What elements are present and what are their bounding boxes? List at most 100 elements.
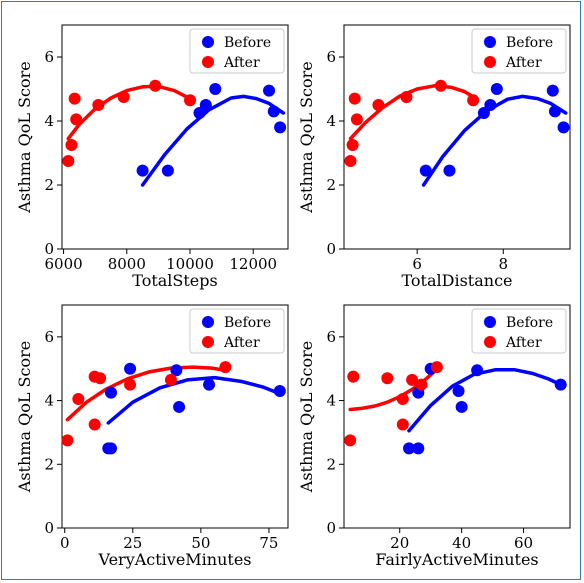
y-tick-label: 2 (44, 455, 54, 473)
data-point-after (430, 361, 443, 374)
data-point-before (161, 164, 174, 177)
data-point-before (443, 164, 456, 177)
y-tick-label: 2 (326, 455, 336, 473)
x-axis-label: FairlyActiveMinutes (375, 550, 538, 569)
x-tick-label: 12000 (229, 255, 277, 273)
data-point-before (455, 400, 468, 413)
x-tick-label: 75 (259, 534, 278, 552)
plot-area (343, 24, 571, 250)
y-axis-label: Asthma QoL Score (15, 61, 34, 213)
data-point-after (467, 94, 480, 107)
legend-label-before: Before (224, 315, 271, 331)
data-point-after (72, 392, 85, 405)
data-point-before (199, 99, 212, 111)
x-axis-label: TotalSteps (132, 271, 217, 290)
legend-marker-before (202, 36, 214, 48)
data-point-after (381, 372, 394, 385)
data-point-before (105, 442, 118, 455)
chart-panel-3: 0 2 4 6 0 25 50 75 VeryActiveMinutes Asthma QoL S… (15, 304, 289, 569)
data-point-before (403, 442, 416, 455)
data-point-after (88, 418, 101, 431)
data-point-before (274, 121, 287, 134)
x-tick-label: 6000 (44, 255, 82, 273)
legend-label-before: Before (506, 315, 553, 331)
legend-label-before: Before (506, 35, 553, 51)
y-tick-label: 6 (44, 48, 54, 66)
legend-marker-after (484, 336, 496, 348)
y-axis-label: Asthma QoL Score (297, 61, 316, 213)
plot-area (343, 304, 571, 529)
data-point-after (62, 155, 75, 167)
legend-label-after: After (505, 55, 542, 71)
data-point-before (477, 107, 490, 119)
data-point-before (203, 378, 216, 391)
fit-curve-before (140, 94, 286, 187)
y-tick-label: 2 (326, 176, 336, 194)
fit-curve-after (65, 365, 228, 422)
y-tick-label: 4 (44, 112, 54, 130)
legend-marker-before (202, 316, 214, 328)
data-point-before (471, 364, 484, 377)
x-tick-label: 10000 (166, 255, 214, 273)
x-tick-label: 6 (412, 255, 422, 273)
legend-marker-after (202, 56, 214, 68)
data-point-before (170, 364, 183, 377)
y-axis-label: Asthma QoL Score (297, 341, 316, 493)
fit-curve-after (348, 84, 478, 141)
legend-label-after: After (505, 335, 542, 351)
data-point-before (209, 83, 222, 95)
legend-label-before: Before (224, 35, 271, 51)
y-axis-label: Asthma QoL Score (15, 341, 34, 493)
legend-label-after: After (223, 55, 260, 71)
y-tick-label: 4 (326, 112, 336, 130)
x-axis-label: VeryActiveMinutes (97, 550, 251, 569)
data-point-after (92, 99, 105, 111)
chart-panel-1: 0 2 4 6 6000 8000 10000 12000 TotalSteps Asthma Q… (15, 24, 289, 290)
y-tick-label: 2 (44, 176, 54, 194)
data-point-before (419, 164, 432, 177)
data-point-after (344, 155, 357, 167)
plot-area (61, 304, 289, 529)
fit-curve-before (106, 375, 282, 425)
data-point-after (70, 113, 83, 126)
x-tick-label: 40 (452, 534, 471, 552)
data-point-before (490, 83, 503, 95)
legend-marker-before (484, 36, 496, 48)
y-tick-label: 0 (326, 519, 336, 537)
fit-curve-before (407, 367, 563, 433)
data-point-before (412, 442, 425, 455)
data-point-after (406, 373, 419, 386)
data-point-after (149, 79, 162, 92)
y-tick-label: 6 (44, 328, 54, 346)
data-point-before (557, 121, 570, 134)
y-tick-label: 0 (44, 240, 54, 258)
data-point-before (273, 385, 286, 398)
x-tick-label: 8000 (108, 255, 146, 273)
data-point-after (94, 372, 107, 385)
x-tick-label: 60 (514, 534, 533, 552)
data-point-before (548, 105, 561, 118)
fit-curve-after (66, 84, 192, 141)
data-point-after (434, 79, 447, 92)
data-point-after (400, 91, 413, 103)
data-point-after (68, 92, 81, 105)
data-point-after (346, 139, 359, 151)
data-point-after (124, 378, 137, 391)
data-point-after (184, 94, 197, 107)
y-tick-label: 0 (44, 519, 54, 537)
x-tick-label: 20 (390, 534, 409, 552)
data-point-after (372, 99, 385, 111)
data-point-after (219, 361, 232, 374)
data-point-after (65, 139, 78, 151)
data-point-before (105, 386, 118, 399)
data-point-before (554, 378, 567, 391)
data-point-after (347, 370, 360, 383)
data-point-after (415, 378, 428, 391)
fit-curve-before (421, 94, 568, 187)
legend-marker-after (202, 336, 214, 348)
legend-label-after: After (223, 335, 260, 351)
data-point-after (117, 91, 130, 103)
